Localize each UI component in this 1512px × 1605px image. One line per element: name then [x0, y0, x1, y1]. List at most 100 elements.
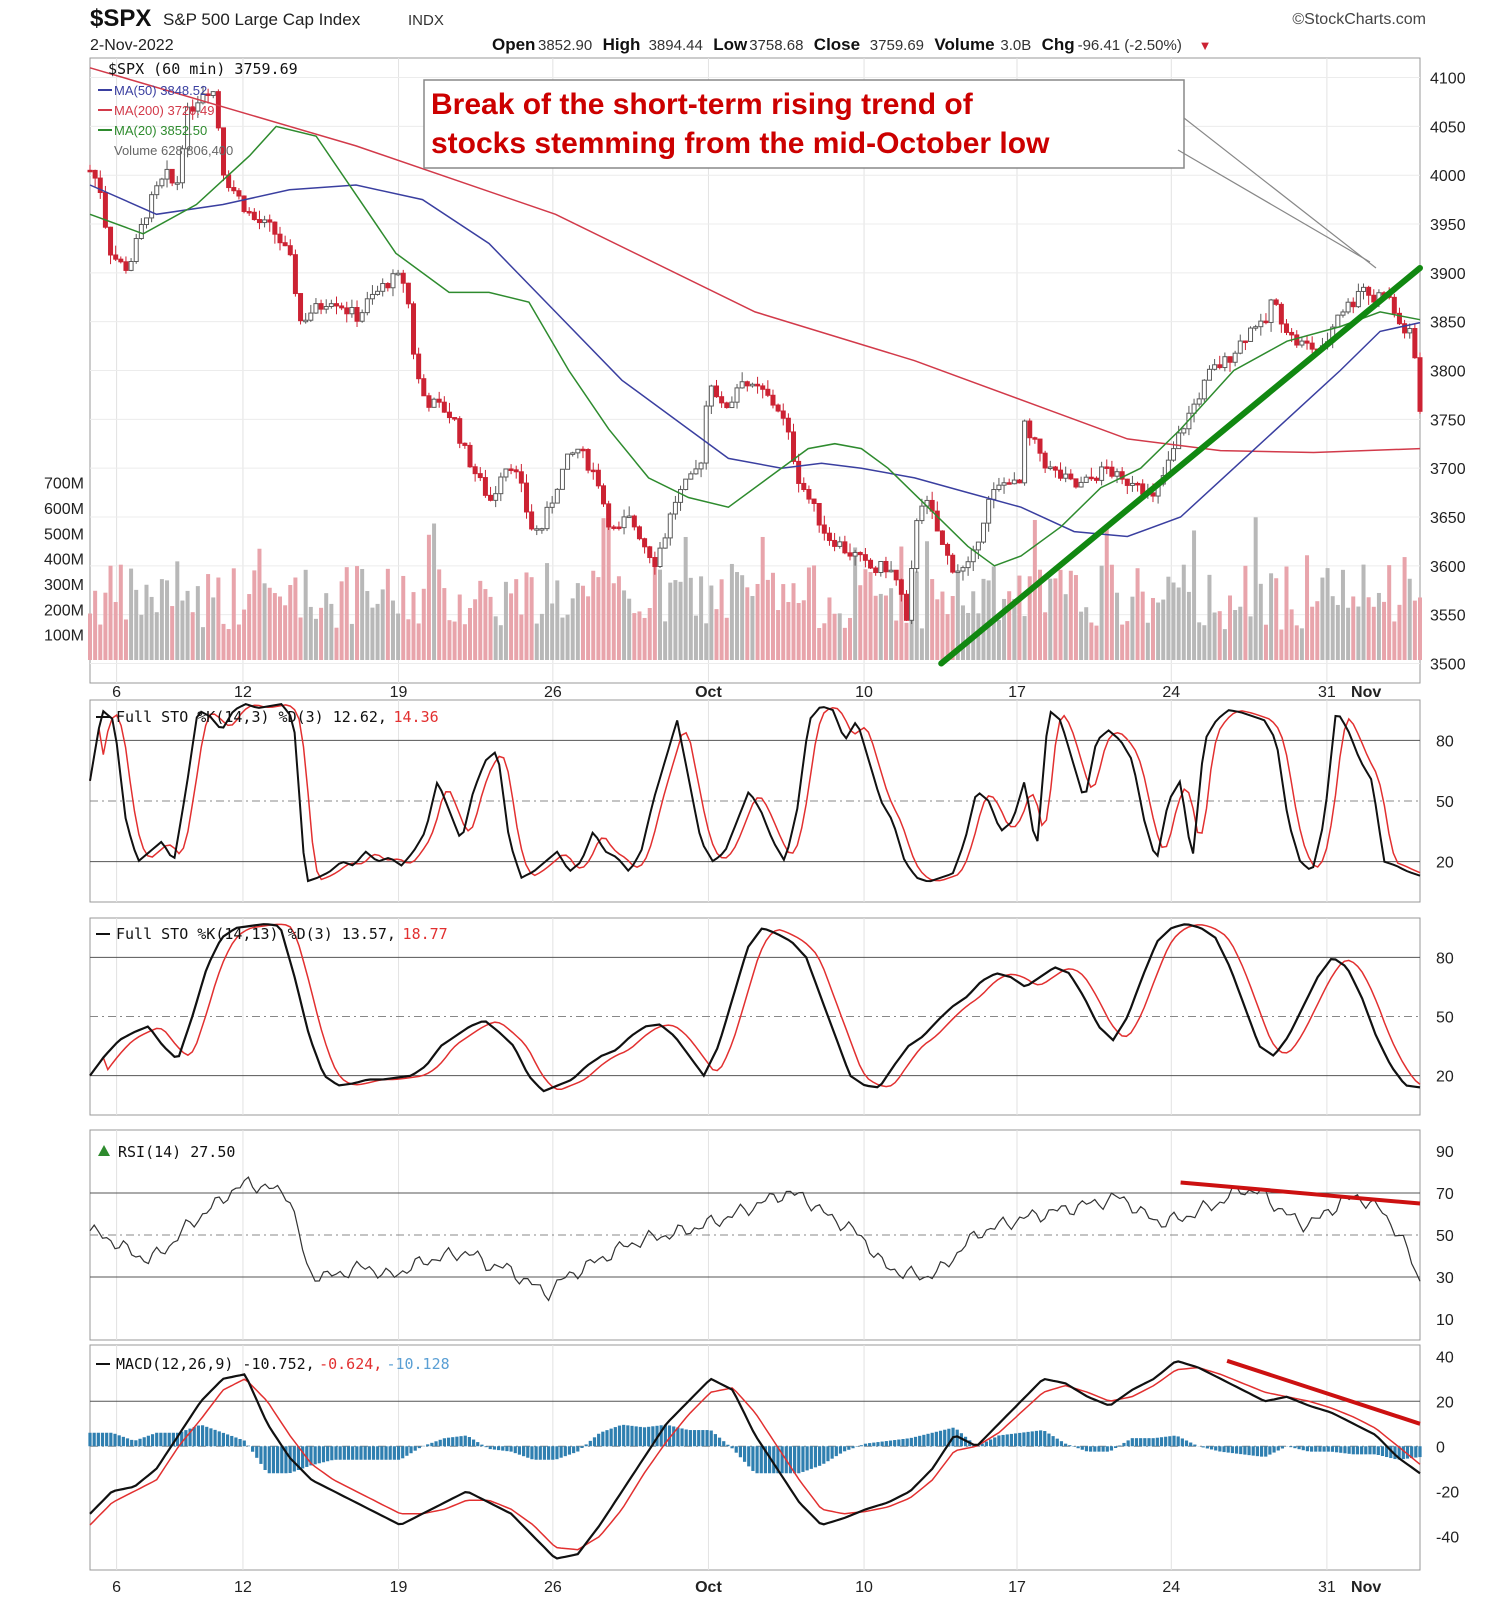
volume-bar [848, 617, 852, 660]
bottom-x-tick: 19 [390, 1579, 408, 1596]
macd-line [89, 1360, 1421, 1560]
macd-hist-bar [888, 1440, 893, 1447]
volume-bar [1238, 606, 1243, 660]
volume-bar [1202, 625, 1207, 660]
candle-body [1099, 466, 1105, 481]
sto1-y-tick: 50 [1436, 794, 1454, 811]
candle-body [919, 505, 925, 522]
volume-bar [899, 546, 904, 660]
candle-body [662, 537, 668, 549]
macd-hist-bar [1080, 1446, 1084, 1450]
macd-hist-bar [1214, 1446, 1218, 1451]
volume-bar [1079, 611, 1084, 660]
macd-hist-bar [267, 1446, 271, 1474]
macd-hist-bar [142, 1437, 146, 1447]
volume-bar [93, 590, 98, 660]
candle-body [1289, 331, 1295, 336]
sto2-y-tick: 50 [1436, 1010, 1454, 1027]
volume-bar [755, 583, 760, 660]
candle-body [446, 411, 452, 419]
volume-bar [678, 581, 683, 660]
macd-hist-bar [296, 1446, 301, 1470]
macd-hist-bar [371, 1446, 376, 1460]
volume-bar [1181, 564, 1186, 660]
sto-slow-k-line [89, 923, 1421, 1093]
candle-body [770, 394, 776, 406]
macd-hist-bar [276, 1446, 280, 1474]
macd-hist-bar [396, 1446, 401, 1460]
candle-body [498, 476, 504, 495]
macd-hist-bar [351, 1446, 355, 1460]
macd-hist-bar [717, 1437, 722, 1447]
candle-body [1073, 478, 1079, 488]
candle-body [1171, 448, 1177, 461]
volume-bar [262, 583, 267, 660]
volume-bar [529, 577, 534, 660]
candle-body [1047, 466, 1053, 469]
volume-bar [355, 566, 360, 660]
volume-y-tick: 300M [44, 577, 84, 594]
candle-body [174, 182, 180, 185]
volume-bar [817, 627, 822, 660]
macd-hist-bar [1326, 1446, 1330, 1452]
macd-hist-bar [530, 1446, 534, 1460]
volume-bar [206, 574, 211, 660]
candle-body [529, 511, 535, 530]
volume-bar [165, 580, 170, 660]
volume-bar [396, 613, 401, 660]
candle-body [1258, 320, 1264, 328]
rsi-line [89, 1176, 1421, 1302]
volume-bar [560, 617, 565, 660]
candle-body [1150, 492, 1156, 497]
macd-hist-bar [321, 1446, 326, 1463]
macd-y-tick: 20 [1436, 1394, 1454, 1411]
volume-bar [1156, 602, 1161, 660]
macd-hist-bar [880, 1441, 884, 1447]
macd-hist-bar [1376, 1446, 1380, 1455]
volume-bar [1340, 569, 1345, 660]
candle-body [842, 541, 848, 554]
volume-bar [545, 563, 550, 660]
price-y-tick: 3500 [1430, 656, 1466, 673]
price-y-tick: 3700 [1430, 461, 1466, 478]
macd-hist-bar [1343, 1446, 1347, 1454]
volume-bar [257, 548, 262, 660]
volume-bar [375, 603, 380, 660]
macd-hist-bar [1209, 1446, 1214, 1450]
macd-hist-bar [909, 1437, 913, 1447]
macd-hist-bar [922, 1434, 926, 1447]
macd-hist-bar [463, 1435, 467, 1447]
sto1-y-tick: 20 [1436, 855, 1454, 872]
candle-body [195, 102, 201, 112]
price-y-tick: 3950 [1430, 217, 1466, 234]
index-name: S&P 500 Large Cap Index [163, 10, 361, 29]
candle-body [303, 319, 309, 323]
candle-body [1001, 482, 1007, 486]
macd-hist-bar [242, 1440, 246, 1447]
macd-hist-bar [809, 1446, 813, 1469]
volume-bar [668, 582, 673, 660]
volume-bar [385, 568, 390, 660]
volume-bar [647, 608, 652, 660]
macd-hist-bar [1264, 1446, 1268, 1457]
volume-bar [1243, 565, 1248, 660]
macd-hist-bar [793, 1446, 797, 1474]
macd-hist-bar [334, 1446, 338, 1460]
bottom-x-tick: Oct [695, 1579, 722, 1596]
macd-hist-bar [1026, 1431, 1030, 1447]
price-y-tick: 3600 [1430, 559, 1466, 576]
macd-hist-bar [901, 1439, 905, 1447]
candle-body [256, 219, 262, 224]
macd-hist-bar [1059, 1441, 1064, 1447]
candle-body [606, 503, 612, 528]
macd-hist-bar [622, 1424, 626, 1447]
price-y-tick: 4100 [1430, 71, 1466, 88]
volume-bar [1351, 596, 1356, 660]
candle-body [1093, 477, 1099, 481]
candle-body [339, 305, 345, 309]
candle-body [354, 307, 360, 322]
candle-body [909, 568, 915, 621]
candle-body [713, 385, 719, 398]
candle-body [185, 106, 191, 150]
candle-body [1309, 342, 1315, 350]
